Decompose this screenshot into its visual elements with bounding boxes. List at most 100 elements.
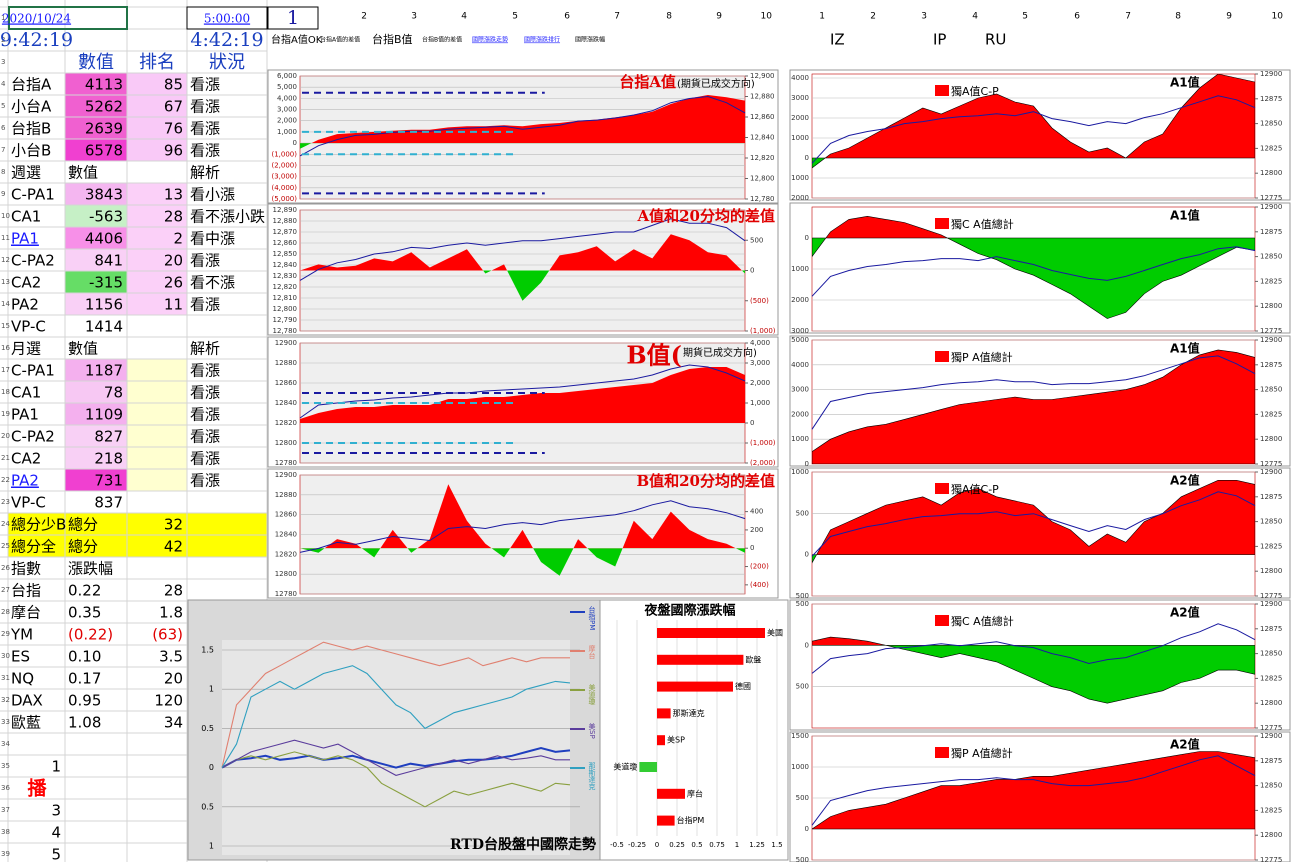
cell-fill (65, 381, 127, 403)
legend-label: 獨P A值總計 (951, 350, 1013, 364)
series-group (811, 480, 1256, 564)
row-header: 35 (1, 762, 10, 770)
x-tick-label: 1.5 (771, 841, 782, 849)
cell-text: 總分 (68, 538, 98, 556)
chart-title: A2值 (1170, 605, 1200, 620)
cell-fill (65, 535, 127, 557)
cell-text: 台指 (11, 582, 41, 600)
row-header: 26 (1, 564, 10, 572)
price-line (811, 755, 1256, 826)
cell-text: 20 (164, 252, 183, 270)
chart-title-note: 期貨已成交方向) (683, 346, 757, 359)
area-negative (812, 238, 1255, 319)
cell-fill (65, 469, 127, 491)
row-header: 38 (1, 828, 10, 836)
cell-fill (65, 227, 127, 249)
y2-tick-label: 0 (750, 267, 754, 275)
y2-tick-label: 2,000 (750, 379, 770, 387)
cell-text: 5 (51, 846, 61, 863)
y-tick-label: 2000 (791, 410, 809, 418)
cell-text: 3 (51, 802, 61, 820)
cell-fill (127, 513, 187, 535)
cell-text: 0.22 (68, 582, 101, 600)
cell-text: 國際漲跌走勢 (472, 36, 508, 44)
chart-title: A1值 (1170, 341, 1200, 356)
bar-label: 德國 (735, 681, 751, 691)
cell-text: 看漲 (190, 450, 220, 468)
y2-tick-label: 12900 (1260, 600, 1282, 608)
y2-tick-label: 12900 (1260, 70, 1282, 78)
row-header: 7 (1, 146, 5, 154)
cell-fill (65, 513, 127, 535)
legend-label: 摩台 (588, 644, 596, 660)
y-tick-label: 0 (805, 641, 809, 649)
price-line (811, 623, 1256, 674)
y-tick-label: 0.5 (201, 724, 214, 733)
y-tick-label: 12860 (275, 511, 297, 519)
y-tick-label: 12880 (275, 491, 297, 499)
y2-tick-label: 12825 (1260, 674, 1282, 682)
cell-fill (65, 205, 127, 227)
chart-title: B值和20分均的差值 (636, 472, 775, 490)
area-positive (300, 234, 745, 271)
y-tick-label: 0.5 (201, 802, 214, 811)
y-tick-label: 0 (805, 234, 809, 242)
cell-text: 2 (361, 12, 367, 22)
cell-text: 13 (164, 186, 183, 204)
y2-tick-label: 12875 (1260, 625, 1282, 633)
cell-fill (127, 139, 187, 161)
cell-text: 2 (870, 12, 876, 22)
area-negative (300, 270, 745, 301)
y-tick-label: 1 (209, 842, 214, 851)
cell-text: 看漲 (190, 142, 220, 160)
cell-text: 26 (164, 274, 183, 292)
cell-fill (127, 403, 187, 425)
cell-text: 10 (1272, 12, 1284, 22)
row-header: 12 (1, 256, 10, 264)
cell-text: 台指A (11, 76, 52, 94)
cell-text: 8 (666, 12, 672, 22)
cell-fill (127, 535, 187, 557)
y2-tick-label: 12850 (1260, 650, 1282, 658)
area-positive (300, 367, 745, 423)
cell-text: 摩台 (11, 604, 41, 622)
y-tick-label: 3000 (791, 327, 809, 335)
y-tick-label: 1 (209, 685, 214, 694)
legend-swatch (935, 615, 949, 626)
cell-text: CA2 (11, 274, 41, 292)
x-tick-label: -0.5 (610, 841, 624, 849)
legend-swatch (935, 351, 949, 362)
y-tick-label: (1,000) (271, 150, 297, 158)
cell-text: 85 (164, 76, 183, 94)
y2-tick-label: 12875 (1260, 95, 1282, 103)
cell-fill (187, 513, 267, 535)
row-header: 17 (1, 366, 10, 374)
cell-text: 漲跌幅 (68, 560, 113, 578)
y-tick-label: 1000 (791, 468, 809, 476)
y-tick-label: 0 (805, 460, 809, 468)
y2-tick-label: 3,000 (750, 359, 770, 367)
cell-text: C-PA1 (11, 186, 55, 204)
series-group (299, 95, 746, 157)
cell-text: 1414 (85, 318, 123, 336)
cell-fill (65, 425, 127, 447)
cell-text: 731 (94, 472, 123, 490)
cell-text: 看漲 (190, 428, 220, 446)
row-header: 23 (1, 498, 10, 506)
y2-tick-label: 0 (750, 419, 754, 427)
legend-label: 美道瓊 (588, 683, 596, 705)
cell-text: 5 (512, 12, 518, 22)
cell-text: 7 (1125, 12, 1131, 22)
row-header: 25 (1, 542, 10, 550)
price-line (299, 95, 746, 157)
row-header: 34 (1, 740, 10, 748)
bar-label: 那斯達克 (673, 708, 705, 718)
y-tick-label: 12,820 (273, 283, 298, 291)
bar-label: 台指PM (677, 815, 705, 825)
y2-tick-label: (200) (750, 563, 769, 571)
row-header: 36 (1, 784, 10, 792)
cell-text: 看漲 (190, 98, 220, 116)
cell-fill (65, 249, 127, 271)
cell-text: CA2 (11, 450, 41, 468)
y-tick-label: 12820 (275, 419, 297, 427)
